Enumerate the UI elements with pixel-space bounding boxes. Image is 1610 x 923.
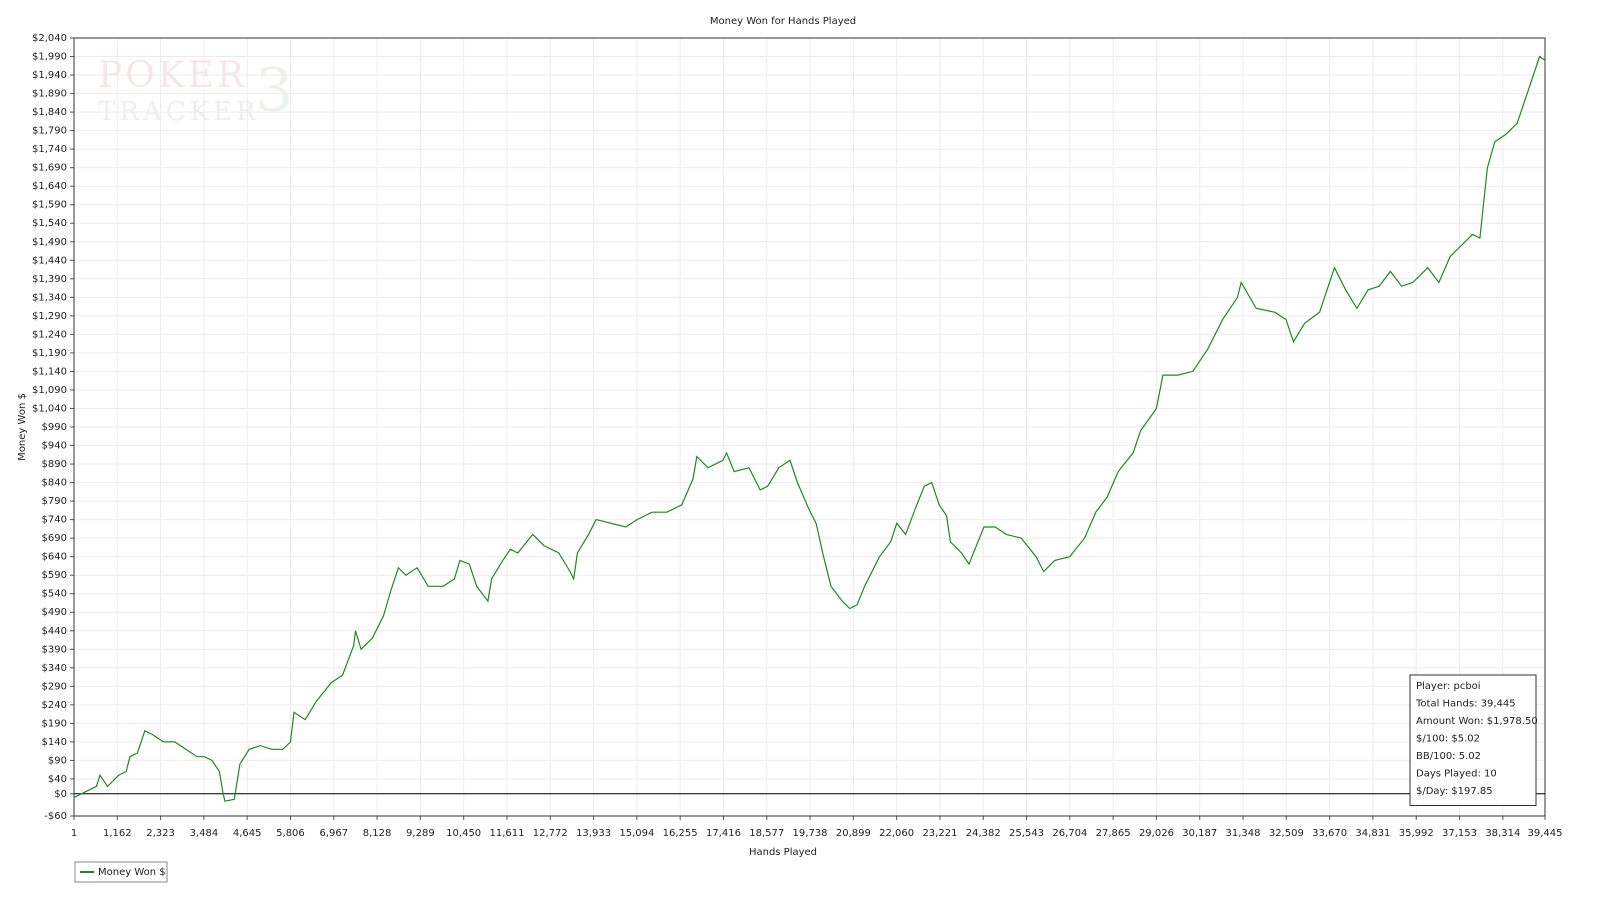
x-tick-label: 23,221: [922, 828, 957, 839]
x-tick-label: 22,060: [879, 828, 914, 839]
info-box: [1409, 674, 1537, 806]
x-tick-label: 24,382: [966, 828, 1001, 839]
y-tick-label: $340: [42, 663, 67, 674]
y-tick-label: $1,140: [32, 366, 67, 377]
y-tick-label: $1,190: [32, 348, 67, 359]
legend-label: Money Won $: [98, 867, 166, 878]
y-tick-label: $1,090: [32, 385, 67, 396]
y-tick-label: $1,740: [32, 144, 67, 155]
x-tick-label: 16,255: [663, 828, 698, 839]
info-text: BB/100: 5.02: [1416, 751, 1481, 762]
y-tick-label: $1,790: [32, 126, 67, 137]
y-tick-label: $1,340: [32, 292, 67, 303]
info-text: $/100: $5.02: [1416, 734, 1480, 745]
y-tick-label: $1,290: [32, 311, 67, 322]
x-tick-label: 6,967: [319, 828, 348, 839]
x-tick-label: 30,187: [1182, 828, 1217, 839]
info-text: Player: pcboi: [1416, 681, 1481, 692]
x-tick-label: 12,772: [533, 828, 568, 839]
x-tick-label: 34,831: [1355, 828, 1390, 839]
y-tick-label: $90: [48, 755, 67, 766]
y-tick-label: $440: [42, 626, 67, 637]
x-tick-label: 35,992: [1399, 828, 1434, 839]
x-tick-label: 10,450: [446, 828, 481, 839]
series-line: [73, 55, 1546, 802]
y-tick-label: $140: [42, 737, 67, 748]
x-tick-label: 3,484: [190, 828, 219, 839]
y-tick-label: $740: [42, 515, 67, 526]
y-tick-label: $0: [54, 789, 67, 800]
y-tick-label: $390: [42, 644, 67, 655]
x-tick-label: 17,416: [706, 828, 741, 839]
x-tick-label: 2,323: [146, 828, 175, 839]
x-tick-label: 1: [71, 828, 77, 839]
info-text: Total Hands: 39,445: [1415, 699, 1516, 710]
chart-title: Money Won for Hands Played: [710, 16, 856, 27]
x-tick-label: 11,611: [489, 828, 524, 839]
x-tick-label: 39,445: [1528, 828, 1563, 839]
plot-border: [73, 37, 1546, 817]
x-tick-label: 13,933: [576, 828, 611, 839]
y-tick-label: $890: [42, 459, 67, 470]
x-tick-label: 37,153: [1442, 828, 1477, 839]
info-text: Amount Won: $1,978.50: [1416, 716, 1538, 727]
y-tick-label: $40: [48, 774, 67, 785]
x-tick-label: 31,348: [1226, 828, 1261, 839]
y-axis-label: Money Won $: [17, 393, 28, 461]
y-tick-label: $190: [42, 718, 67, 729]
x-tick-label: 29,026: [1139, 828, 1174, 839]
x-tick-label: 25,543: [1009, 828, 1044, 839]
x-tick-label: 8,128: [363, 828, 392, 839]
x-tick-label: 26,704: [1052, 828, 1087, 839]
y-tick-label: $1,440: [32, 255, 67, 266]
legend-box: [74, 861, 168, 883]
y-tick-label: $1,540: [32, 218, 67, 229]
y-tick-label: $1,040: [32, 403, 67, 414]
x-axis-label: Hands Played: [749, 847, 817, 858]
info-text: $/Day: $197.85: [1416, 786, 1493, 797]
y-tick-label: $1,590: [32, 200, 67, 211]
y-tick-label: $640: [42, 552, 67, 563]
watermark: POKER TRACKER 3: [98, 55, 293, 127]
y-tick-label: $690: [42, 533, 67, 544]
y-tick-label: $1,990: [32, 52, 67, 63]
y-tick-label: $940: [42, 441, 67, 452]
y-tick-label: $1,490: [32, 237, 67, 248]
x-tick-label: 5,806: [276, 828, 305, 839]
y-tick-label: $990: [42, 422, 67, 433]
y-tick-label: $1,840: [32, 107, 67, 118]
x-tick-label: 19,738: [793, 828, 828, 839]
y-tick-label: $240: [42, 700, 67, 711]
x-tick-label: 33,670: [1312, 828, 1347, 839]
info-text: Days Played: 10: [1416, 769, 1497, 780]
y-tick-label: $590: [42, 570, 67, 581]
x-tick-label: 15,094: [619, 828, 654, 839]
x-tick-label: 1,162: [103, 828, 132, 839]
x-tick-label: 9,289: [406, 828, 435, 839]
x-tick-label: 4,645: [233, 828, 262, 839]
y-tick-label: $1,640: [32, 181, 67, 192]
y-tick-label: $1,940: [32, 70, 67, 81]
y-tick-label: $1,240: [32, 329, 67, 340]
y-tick-label: $790: [42, 496, 67, 507]
watermark-text: 3: [255, 56, 293, 126]
y-tick-label: $1,390: [32, 274, 67, 285]
y-tick-label: $1,690: [32, 163, 67, 174]
x-tick-label: 32,509: [1269, 828, 1304, 839]
y-tick-label: $1,890: [32, 89, 67, 100]
y-tick-label: $2,040: [32, 33, 67, 44]
x-tick-label: 18,577: [749, 828, 784, 839]
y-tick-label: $840: [42, 478, 67, 489]
y-tick-label: -$60: [44, 811, 67, 822]
y-tick-label: $290: [42, 681, 67, 692]
y-tick-label: $490: [42, 607, 67, 618]
y-tick-label: $540: [42, 589, 67, 600]
x-tick-label: 38,314: [1485, 828, 1520, 839]
x-tick-label: 27,865: [1096, 828, 1131, 839]
x-tick-label: 20,899: [836, 828, 871, 839]
